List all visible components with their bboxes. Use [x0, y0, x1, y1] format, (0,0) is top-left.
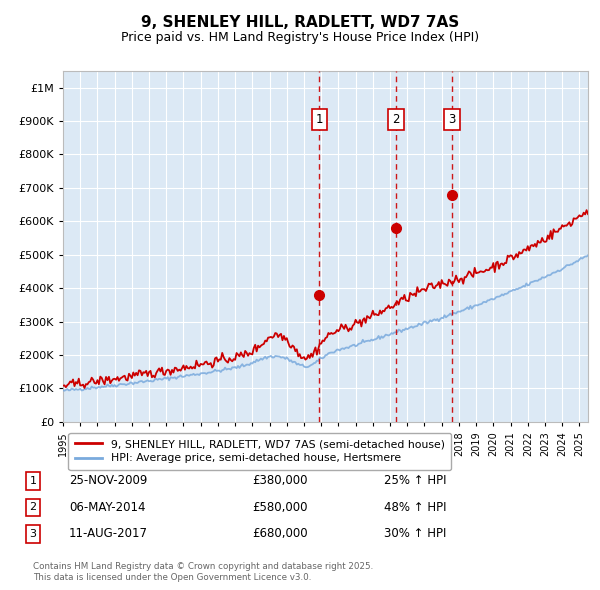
Text: 25-NOV-2009: 25-NOV-2009: [69, 474, 148, 487]
Text: 9, SHENLEY HILL, RADLETT, WD7 7AS: 9, SHENLEY HILL, RADLETT, WD7 7AS: [141, 15, 459, 30]
Text: 2: 2: [29, 503, 37, 512]
Text: 06-MAY-2014: 06-MAY-2014: [69, 501, 146, 514]
Text: 11-AUG-2017: 11-AUG-2017: [69, 527, 148, 540]
Text: This data is licensed under the Open Government Licence v3.0.: This data is licensed under the Open Gov…: [33, 572, 311, 582]
Text: 1: 1: [29, 476, 37, 486]
Text: £580,000: £580,000: [252, 501, 308, 514]
Text: 1: 1: [316, 113, 323, 126]
Text: £680,000: £680,000: [252, 527, 308, 540]
Text: Contains HM Land Registry data © Crown copyright and database right 2025.: Contains HM Land Registry data © Crown c…: [33, 562, 373, 571]
Text: 48% ↑ HPI: 48% ↑ HPI: [384, 501, 446, 514]
Text: Price paid vs. HM Land Registry's House Price Index (HPI): Price paid vs. HM Land Registry's House …: [121, 31, 479, 44]
Text: 3: 3: [29, 529, 37, 539]
Text: 25% ↑ HPI: 25% ↑ HPI: [384, 474, 446, 487]
Legend: 9, SHENLEY HILL, RADLETT, WD7 7AS (semi-detached house), HPI: Average price, sem: 9, SHENLEY HILL, RADLETT, WD7 7AS (semi-…: [68, 432, 451, 470]
Text: £380,000: £380,000: [252, 474, 308, 487]
Text: 3: 3: [448, 113, 456, 126]
Text: 2: 2: [392, 113, 400, 126]
Text: 30% ↑ HPI: 30% ↑ HPI: [384, 527, 446, 540]
